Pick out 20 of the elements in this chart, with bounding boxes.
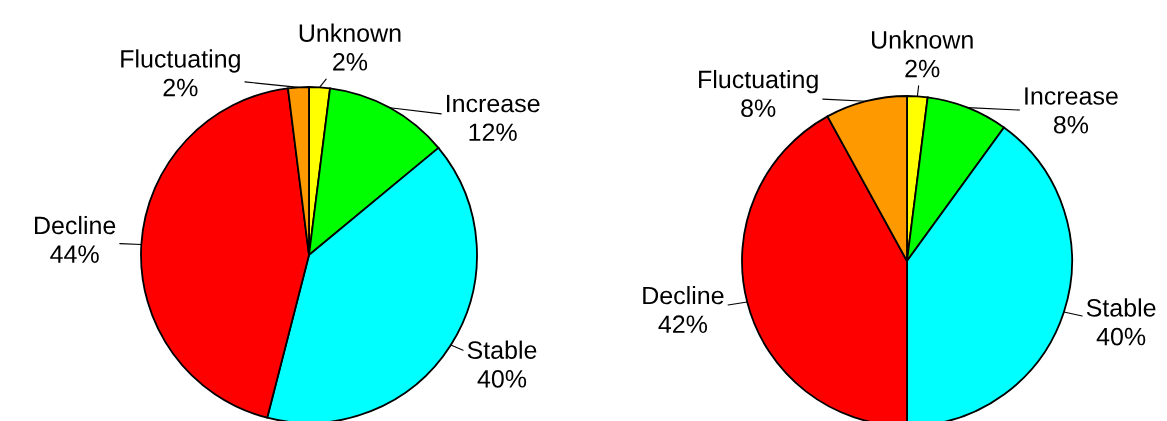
slice-label: Increase — [1025, 87, 1118, 105]
data-label: 40% — [477, 369, 527, 388]
slice-label: Increase — [447, 94, 540, 113]
data-label: 2% — [163, 78, 198, 97]
data-label: 8% — [1053, 115, 1089, 134]
data-label: 2% — [333, 53, 368, 71]
data-label: 42% — [658, 315, 708, 333]
slice-label: Unknown — [872, 30, 973, 49]
slice-label: Fluctuating — [121, 49, 240, 73]
data-label: 44% — [50, 245, 99, 263]
data-label: 12% — [469, 123, 517, 141]
slice-label: Stable — [1086, 298, 1156, 317]
slice-label: Decline — [643, 285, 724, 305]
data-label: 40% — [1096, 327, 1146, 346]
slice-label: Fluctuating — [699, 69, 818, 94]
data-label: 2% — [905, 59, 940, 78]
data-label: 8% — [741, 99, 776, 118]
slice-label: Decline — [35, 215, 116, 235]
slice-label: Stable — [467, 340, 537, 359]
slice-label: Unknown — [299, 23, 401, 42]
